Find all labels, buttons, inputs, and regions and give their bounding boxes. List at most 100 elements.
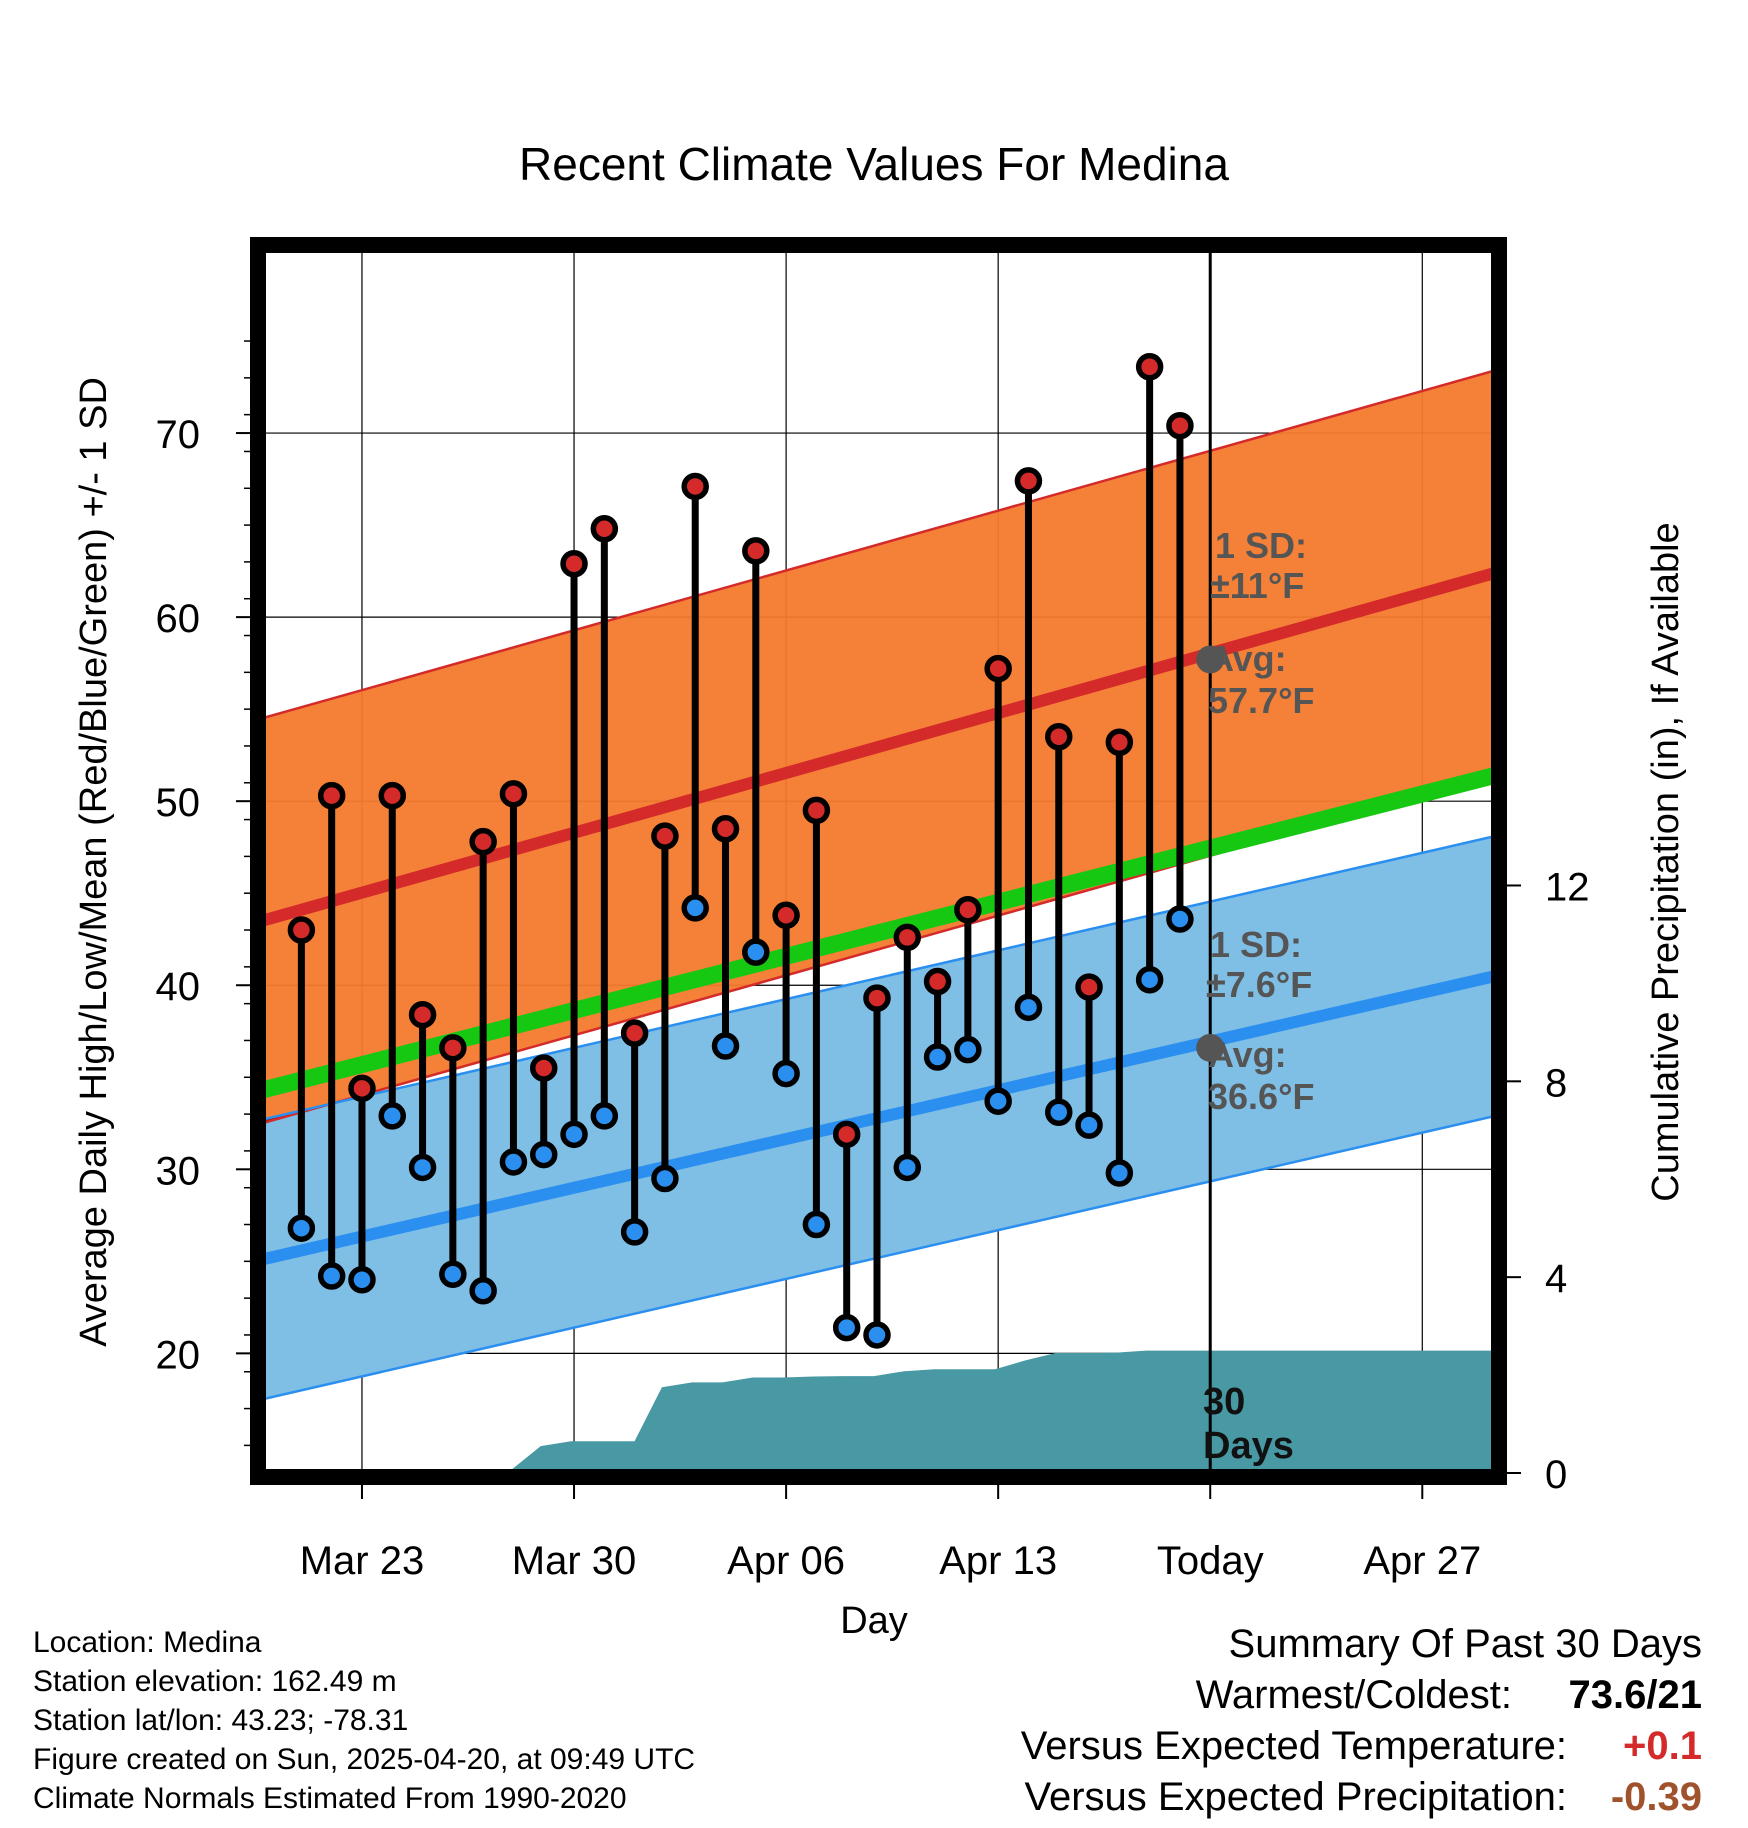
chart-title: Recent Climate Values For Medina <box>519 138 1229 190</box>
warmest-value: 73.6/21 <box>1568 1673 1702 1717</box>
plot-frame <box>250 237 1507 1485</box>
observed-low-point <box>681 894 709 922</box>
observed-low-point <box>802 1210 831 1239</box>
today-low-avg-marker <box>1196 1033 1225 1062</box>
axes: 20 30 40 50 60 70 0 4 8 12 Mar 23 Mar 30 Apr 06 Apr 1… <box>156 340 1590 1583</box>
precip-tick-label: 0 <box>1545 1453 1567 1497</box>
window-label-2: Days <box>1203 1425 1294 1467</box>
observed-low-point <box>954 1035 982 1064</box>
observed-high-point <box>287 916 316 944</box>
precip-tick-label: 12 <box>1545 865 1590 909</box>
y-axis-label-right: Cumulative Precipitation (in), If Availa… <box>1645 522 1687 1201</box>
high-avg-label-1: Avg: <box>1208 638 1287 679</box>
observed-high-point <box>469 827 497 856</box>
latlon-text: Station lat/lon: 43.23; -78.31 <box>33 1704 409 1737</box>
observed-high-point <box>439 1034 467 1062</box>
high-avg-label-2: 57.7°F <box>1208 680 1314 721</box>
y-tick-label: 40 <box>156 965 201 1009</box>
x-tick-label: Apr 27 <box>1363 1539 1481 1583</box>
temp-departure-value: +0.1 <box>1623 1724 1702 1768</box>
low-avg-label-2: 36.6°F <box>1208 1076 1314 1117</box>
observed-low-point <box>893 1153 922 1182</box>
y-tick-label: 30 <box>156 1149 201 1193</box>
warmest-label: Warmest/Coldest: <box>1195 1673 1512 1717</box>
observed-high-point <box>529 1054 558 1082</box>
observed-high-point <box>499 780 528 808</box>
low-sd-label-1: 1 SD: <box>1210 924 1302 965</box>
observed-high-point <box>984 654 1012 683</box>
temp-departure-label: Versus Expected Temperature: <box>1020 1724 1567 1768</box>
observed-low-point <box>529 1140 558 1169</box>
observed-low-point <box>832 1313 861 1342</box>
window-label-1: 30 <box>1203 1381 1245 1423</box>
observed-high-point <box>954 896 982 924</box>
y-axis-label-left: Average Daily High/Low/Mean (Red/Blue/Gr… <box>73 377 115 1347</box>
band-edge-line <box>262 834 1495 1121</box>
observed-high-point <box>1045 723 1073 751</box>
observed-low-point <box>1135 965 1164 994</box>
x-tick-label: Today <box>1157 1539 1264 1583</box>
observed-high-point <box>681 472 709 501</box>
observed-low-point <box>287 1214 316 1242</box>
observed-low-point <box>499 1148 528 1176</box>
precip-departure-value: -0.39 <box>1610 1775 1702 1819</box>
observed-high-point <box>1135 353 1164 381</box>
y-tick-label: 50 <box>156 781 201 825</box>
observed-low-point <box>1105 1159 1134 1187</box>
observed-low-point <box>560 1120 588 1149</box>
observed-high-point <box>408 1000 437 1029</box>
low-sd-label-2: ±7.6°F <box>1206 964 1312 1005</box>
observed-low-point <box>711 1032 740 1060</box>
location-text: Location: Medina <box>33 1626 262 1659</box>
observed-high-point <box>742 537 770 565</box>
observed-high-point <box>590 515 619 543</box>
x-tick-label: Mar 30 <box>512 1539 637 1583</box>
observed-high-point <box>832 1120 861 1149</box>
normal-mean-line <box>262 767 1495 1099</box>
observed-low-point <box>1166 905 1194 933</box>
precip-departure-label: Versus Expected Precipitation: <box>1024 1775 1567 1819</box>
created-text: Figure created on Sun, 2025-04-20, at 09… <box>33 1743 696 1776</box>
observed-low-point <box>469 1277 497 1305</box>
observed-low-point <box>984 1087 1012 1115</box>
observed-low-point <box>620 1218 649 1246</box>
x-axis-label: Day <box>840 1600 908 1642</box>
observed-low-point <box>408 1153 437 1182</box>
observed-high-point <box>923 967 952 996</box>
high-sd-label-1: 1 SD: <box>1215 525 1307 566</box>
observed-low-point <box>923 1043 952 1071</box>
precip-tick-label: 4 <box>1545 1257 1567 1301</box>
elevation-text: Station elevation: 162.49 m <box>33 1665 397 1698</box>
observed-low-point <box>651 1164 679 1193</box>
low-avg-label-1: Avg: <box>1208 1034 1287 1075</box>
x-tick-label: Mar 23 <box>300 1539 425 1583</box>
cumulative-precip-area <box>262 1350 1495 1473</box>
observed-low-point <box>378 1102 407 1130</box>
observed-high-point <box>802 796 831 825</box>
observed-high-point <box>620 1019 649 1047</box>
x-tick-label: Apr 13 <box>939 1539 1057 1583</box>
observed-high-point <box>560 549 588 578</box>
summary-panel: Summary Of Past 30 Days Warmest/Coldest:… <box>942 1622 1702 1826</box>
observed-low-point <box>1045 1098 1073 1126</box>
precip-tick-label: 8 <box>1545 1061 1567 1105</box>
observed-low-point <box>742 938 770 966</box>
observed-low-point <box>317 1262 346 1290</box>
observed-low-point <box>1014 993 1043 1022</box>
x-tick-label: Apr 06 <box>727 1539 845 1583</box>
summary-title: Summary Of Past 30 Days <box>1228 1622 1702 1666</box>
observed-high-point <box>1105 728 1134 757</box>
today-high-avg-marker <box>1196 645 1225 674</box>
observed-high-point <box>651 822 679 850</box>
normals-text: Climate Normals Estimated From 1990-2020 <box>33 1782 627 1815</box>
observed-high-point <box>772 901 800 930</box>
observed-low-point <box>1075 1111 1103 1139</box>
observed-high-point <box>317 781 346 810</box>
observed-low-point <box>439 1260 467 1288</box>
observed-low-point <box>863 1321 891 1349</box>
observed-high-point <box>711 815 740 843</box>
y-tick-label: 70 <box>156 413 201 457</box>
observed-high-point <box>893 923 922 952</box>
observed-high-point <box>348 1074 376 1103</box>
